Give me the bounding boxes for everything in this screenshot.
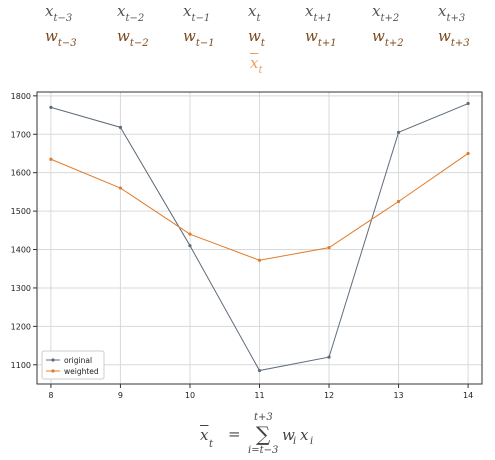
x-tick-label: 13 — [393, 391, 403, 400]
x-tick-label: 9 — [118, 391, 123, 400]
x-symbol: xt−2 — [117, 2, 145, 24]
w-symbol-row: wt−3 wt−2 wt−1 wt wt+1 wt+2 wt+3 — [0, 27, 495, 53]
w-symbol: wt+2 — [372, 27, 404, 49]
w-symbol: wt−3 — [45, 27, 77, 49]
formula-equals: = — [228, 425, 241, 443]
chart-svg: 8 9 10 11 12 13 14 1100 1200 1300 1400 1500 1600 1700… — [11, 91, 483, 400]
x-tick-label: 14 — [463, 391, 473, 400]
data-point-original — [396, 130, 401, 134]
data-point-original — [466, 101, 470, 106]
x-symbol: xt−1 — [183, 2, 211, 24]
y-tick-label: 1100 — [11, 361, 31, 370]
y-tick-label: 1400 — [11, 246, 31, 255]
w-symbol: wt+3 — [438, 27, 470, 49]
plot-frame — [36, 91, 483, 385]
w-symbol: wt+1 — [305, 27, 337, 49]
data-point-weighted — [396, 199, 401, 204]
x-symbol-row: xt−3 xt−2 xt−1 xt xt+1 xt+2 xt+3 — [0, 2, 495, 28]
y-tick-label: 1600 — [11, 169, 31, 178]
legend-label-weighted: weighted — [64, 367, 99, 376]
weighted-mean-symbol: xt — [250, 54, 263, 76]
data-point-original — [188, 244, 192, 248]
legend-box — [41, 350, 105, 380]
data-point-original — [49, 105, 53, 109]
x-tick-label: 10 — [185, 391, 195, 400]
weighted-average-formula: x t = t+3 ∑ i=t−3 w i x i — [200, 412, 360, 458]
x-tick-label: 11 — [254, 391, 264, 400]
x-symbol: xt+3 — [438, 2, 466, 24]
sum-lower-limit: i=t−3 — [248, 445, 279, 456]
formula-lhs-subscript: t — [209, 439, 214, 450]
data-point-weighted — [257, 258, 262, 262]
w-symbol: wt — [248, 27, 265, 49]
y-tick-label: 1200 — [11, 322, 31, 331]
formula-x-subscript: i — [310, 436, 314, 447]
formula-x: x — [300, 426, 309, 444]
sum-upper-limit: t+3 — [254, 412, 273, 423]
legend-marker-original — [51, 358, 55, 362]
formula-w-subscript: i — [293, 436, 297, 447]
data-point-weighted — [118, 186, 123, 190]
data-point-weighted — [327, 246, 331, 250]
y-tick-label: 1700 — [11, 130, 31, 139]
legend-label-original: original — [64, 356, 92, 365]
data-point-weighted — [188, 232, 192, 236]
formula-w: w — [282, 426, 295, 444]
y-tick-label: 1300 — [11, 284, 31, 293]
w-symbol: wt−2 — [117, 27, 149, 49]
x-symbol: xt — [248, 2, 261, 24]
formula-lhs: x — [200, 426, 209, 444]
x-tick-label: 8 — [48, 391, 53, 400]
data-point-original — [257, 368, 262, 373]
x-symbol: xt−3 — [45, 2, 73, 24]
data-point-weighted — [466, 151, 470, 156]
data-point-original — [327, 355, 331, 359]
line-chart: 8 9 10 11 12 13 14 1100 1200 1300 1400 1500 1600 1700… — [0, 84, 495, 410]
y-tick-label: 1500 — [11, 207, 31, 216]
sum-sign: ∑ — [256, 422, 271, 446]
w-symbol: wt−1 — [183, 27, 215, 49]
legend-marker-weighted — [51, 369, 55, 373]
x-symbol: xt+2 — [372, 2, 400, 24]
data-point-original — [118, 125, 123, 129]
x-tick-label: 12 — [324, 391, 334, 400]
y-tick-label: 1800 — [11, 92, 31, 101]
x-symbol: xt+1 — [305, 2, 333, 24]
data-point-weighted — [49, 157, 53, 161]
